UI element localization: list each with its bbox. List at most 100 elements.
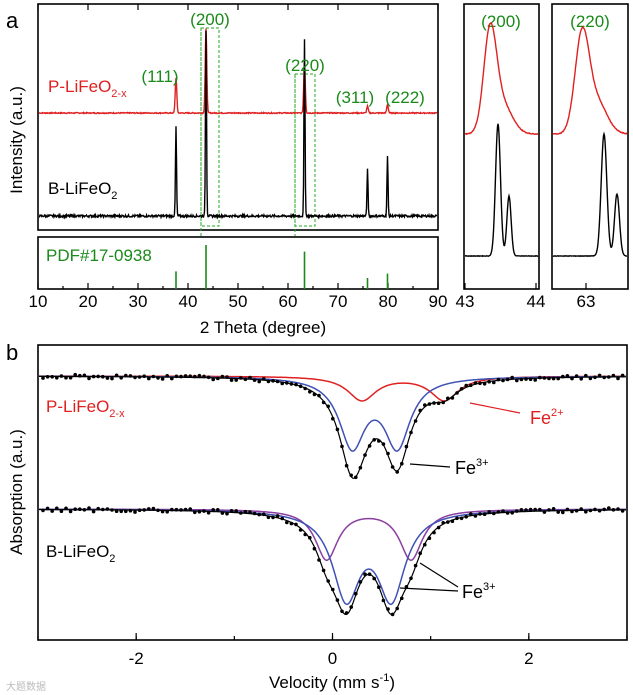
panel-b-y-label: Absorption (a.u.): [7, 429, 26, 555]
data-point: [137, 375, 142, 379]
data-point: [59, 509, 64, 513]
data-point: [400, 596, 404, 601]
data-point: [349, 605, 354, 609]
data-point: [179, 508, 183, 512]
fe3-label-b: Fe3+: [462, 581, 496, 602]
data-point: [239, 376, 243, 380]
data-point: [524, 508, 528, 512]
data-point: [225, 375, 229, 379]
panel-b-x-ticks: [37, 633, 628, 640]
highlight-box-200: [200, 27, 220, 227]
p-fe2-doublet-curve: [39, 375, 626, 402]
data-point: [344, 463, 349, 468]
data-point: [551, 376, 556, 381]
data-point: [607, 375, 611, 379]
data-point: [68, 509, 73, 514]
data-point: [156, 508, 160, 513]
data-point: [105, 507, 110, 511]
peak-label: (222): [385, 88, 425, 107]
data-point: [280, 516, 285, 521]
data-point: [492, 511, 496, 516]
data-point: [487, 510, 492, 514]
inset-200-title: (200): [481, 12, 521, 31]
data-point: [367, 572, 372, 576]
data-point: [151, 374, 156, 379]
data-point: [496, 510, 501, 514]
data-point: [427, 536, 432, 540]
fe3-label-p: Fe3+: [455, 457, 489, 478]
data-point: [248, 510, 252, 514]
data-point: [404, 444, 409, 449]
data-point: [248, 375, 252, 380]
data-point: [551, 507, 556, 511]
data-point: [124, 509, 128, 514]
data-point: [446, 520, 450, 524]
data-point: [41, 376, 45, 380]
fe3-pointer-b2: [399, 587, 459, 592]
data-point: [78, 373, 82, 378]
data-point: [119, 509, 123, 514]
b-lifeo2-xrd-trace: [38, 30, 438, 220]
data-point: [607, 506, 611, 510]
data-point: [473, 514, 478, 518]
data-point: [505, 511, 510, 515]
data-point: [547, 376, 551, 381]
data-point: [597, 508, 602, 513]
data-point: [271, 515, 275, 520]
data-point: [588, 376, 593, 381]
data-point: [528, 377, 533, 382]
data-point: [556, 510, 560, 514]
data-point: [202, 374, 206, 379]
data-point: [570, 509, 574, 514]
data-point: [275, 514, 280, 518]
data-point: [262, 377, 266, 381]
inset-200-b-trace: [464, 123, 539, 258]
data-point: [206, 375, 211, 380]
a-x-tick-label: 40: [179, 292, 198, 311]
data-point: [510, 511, 514, 515]
data-point: [114, 509, 119, 513]
b-fe3-outer-doublet-curve: [39, 508, 626, 562]
data-point: [473, 381, 478, 385]
p-measured-points: [41, 372, 625, 480]
inset-220-title: (220): [570, 12, 610, 31]
data-point: [312, 392, 317, 397]
data-point: [133, 375, 137, 380]
data-point: [367, 444, 372, 448]
data-point: [183, 374, 188, 378]
data-point: [441, 521, 446, 525]
data-point: [464, 515, 469, 519]
data-point: [294, 522, 298, 527]
inset-220-p-trace: [552, 26, 628, 135]
data-point: [611, 373, 616, 378]
data-point: [147, 507, 151, 511]
data-point: [390, 612, 395, 617]
data-point: [165, 374, 169, 378]
data-point: [101, 374, 105, 379]
data-point: [142, 508, 146, 512]
data-point: [436, 525, 441, 530]
data-point: [469, 512, 473, 516]
data-point: [487, 379, 492, 384]
data-point: [478, 512, 482, 516]
data-point: [593, 507, 597, 512]
fe2-label: Fe2+: [530, 407, 564, 428]
data-point: [602, 375, 606, 380]
data-point: [409, 430, 413, 435]
a-x-tick-label: 30: [129, 292, 148, 311]
data-point: [372, 438, 377, 442]
data-point: [183, 507, 188, 512]
data-point: [197, 509, 202, 514]
data-point: [252, 511, 257, 516]
data-point: [570, 376, 574, 381]
data-point: [55, 506, 59, 511]
data-point: [542, 510, 547, 514]
data-point: [469, 383, 473, 388]
data-point: [312, 546, 317, 551]
data-point: [243, 509, 248, 514]
b-x-tick-label: -2: [129, 649, 144, 668]
data-point: [78, 507, 82, 512]
data-point: [91, 374, 96, 379]
data-point: [211, 377, 215, 382]
data-point: [133, 510, 137, 514]
